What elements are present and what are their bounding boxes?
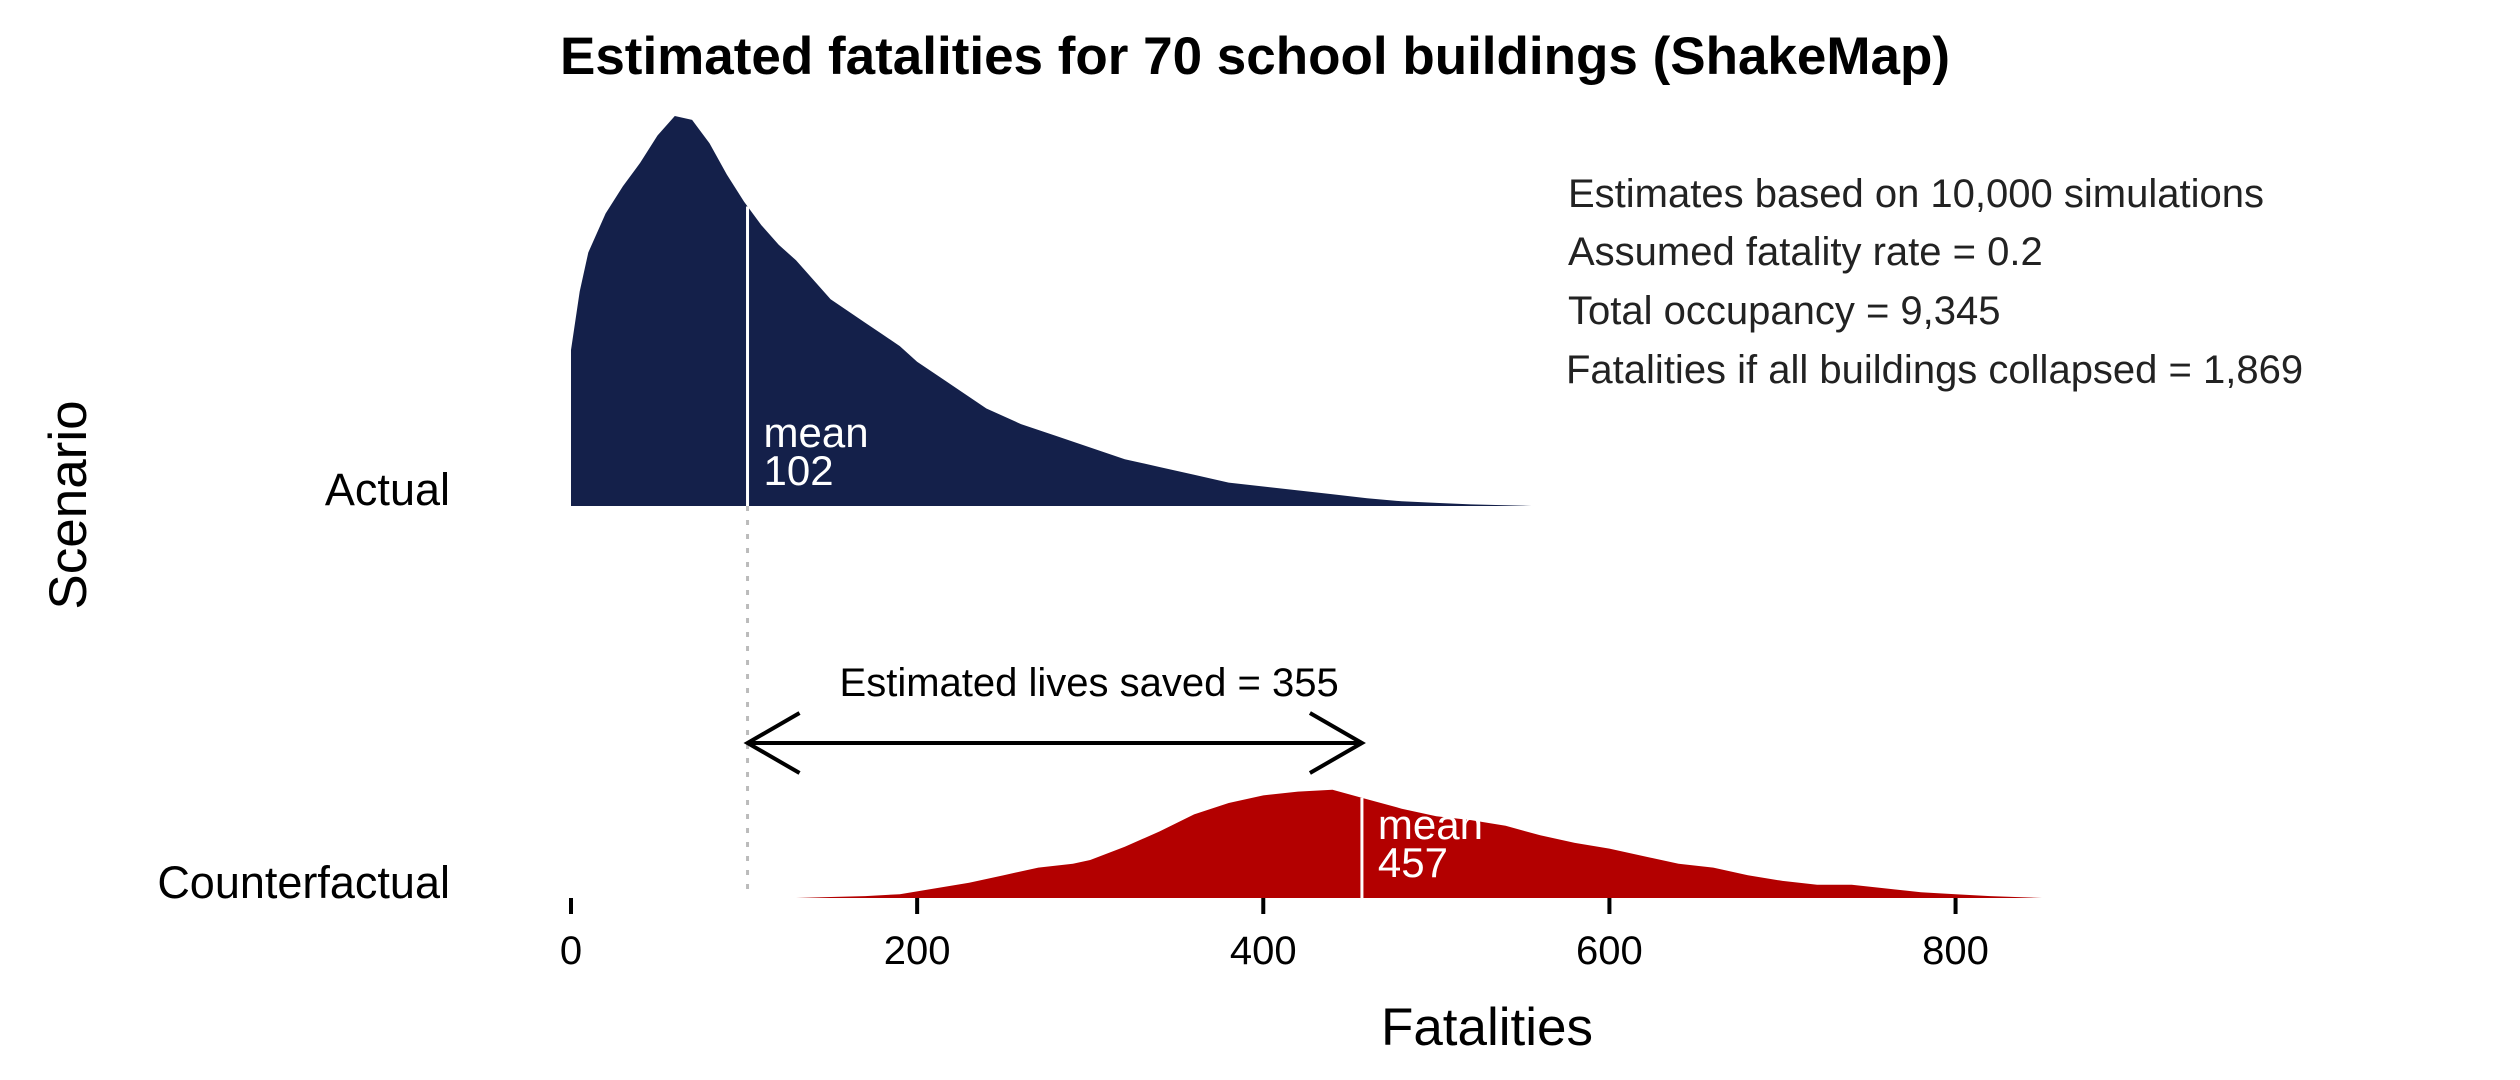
x-tick-label-600: 600 xyxy=(1576,929,1643,973)
category-label-counterfactual: Counterfactual xyxy=(157,857,450,908)
x-tick-label-200: 200 xyxy=(884,929,951,973)
category-label-actual: Actual xyxy=(325,464,450,515)
note-simulations: Estimates based on 10,000 simulations xyxy=(1568,172,2264,216)
x-tick-label-800: 800 xyxy=(1922,929,1989,973)
density-ridge-actual xyxy=(571,116,1532,506)
y-axis-label: Scenario xyxy=(39,400,98,609)
mean-value-counterfactual: 457 xyxy=(1378,839,1448,886)
note-occupancy: Total occupancy = 9,345 xyxy=(1568,289,2001,333)
x-tick-label-0: 0 xyxy=(560,929,582,973)
chart-title: Estimated fatalities for 70 school build… xyxy=(560,27,1950,86)
lives-saved-label: Estimated lives saved = 355 xyxy=(840,661,1339,705)
note-fatality-rate: Assumed fatality rate = 0.2 xyxy=(1568,230,2043,274)
mean-label-counterfactual: mean xyxy=(1378,801,1483,848)
note-collapse: Fatalities if all buildings collapsed = … xyxy=(1566,348,2303,392)
arrow-head-right xyxy=(1308,711,1366,775)
x-tick-label-400: 400 xyxy=(1230,929,1297,973)
density-ridge-counterfactual xyxy=(795,789,2043,898)
mean-label-actual: mean xyxy=(764,409,869,456)
x-axis: 0 200 400 600 800 xyxy=(560,898,1989,973)
mean-value-actual: 102 xyxy=(764,447,834,494)
annotation-notes: Estimates based on 10,000 simulations As… xyxy=(1566,172,2303,392)
lives-saved-arrow xyxy=(743,711,1366,775)
x-axis-label: Fatalities xyxy=(1381,998,1593,1057)
arrow-head-left xyxy=(743,711,801,775)
